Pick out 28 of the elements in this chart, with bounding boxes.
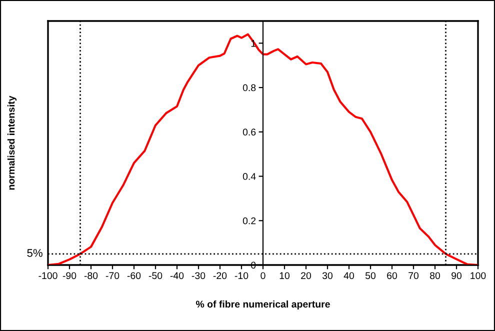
x-tick-label: 60 bbox=[387, 272, 398, 280]
x-tick-label: 100 bbox=[470, 272, 486, 280]
x-tick-label: 0 bbox=[260, 272, 266, 280]
x-tick-label: -100 bbox=[38, 272, 58, 280]
x-tick-label: 10 bbox=[280, 272, 290, 280]
y-tick-label: 0.8 bbox=[242, 84, 256, 92]
x-tick-label: -30 bbox=[192, 272, 206, 280]
x-tick-label: -50 bbox=[148, 272, 162, 280]
x-tick-label: 20 bbox=[301, 272, 312, 280]
y-tick-label: 0.6 bbox=[242, 128, 256, 136]
x-tick-label: -80 bbox=[84, 272, 98, 280]
x-tick-label: 70 bbox=[408, 272, 419, 280]
x-tick-label: -10 bbox=[234, 272, 248, 280]
x-tick-label: -90 bbox=[62, 272, 76, 280]
x-tick-label: 30 bbox=[322, 272, 333, 280]
x-tick-label: -60 bbox=[127, 272, 141, 280]
y-tick-label: 0.4 bbox=[242, 173, 256, 180]
x-tick-label: 90 bbox=[452, 272, 462, 280]
x-tick-label: -70 bbox=[106, 272, 120, 280]
x-axis-title: % of fibre numerical aperture bbox=[196, 300, 330, 310]
ref-line-label: 5% bbox=[27, 249, 42, 257]
y-tick-label: 0.2 bbox=[242, 217, 256, 224]
x-tick-label: 40 bbox=[344, 272, 354, 280]
x-tick-label: 80 bbox=[430, 272, 440, 280]
x-tick-label: -20 bbox=[213, 272, 227, 280]
x-tick-label: 50 bbox=[365, 272, 376, 280]
x-tick-label: -40 bbox=[170, 272, 184, 280]
y-axis-title: normalised intensity bbox=[7, 96, 17, 190]
